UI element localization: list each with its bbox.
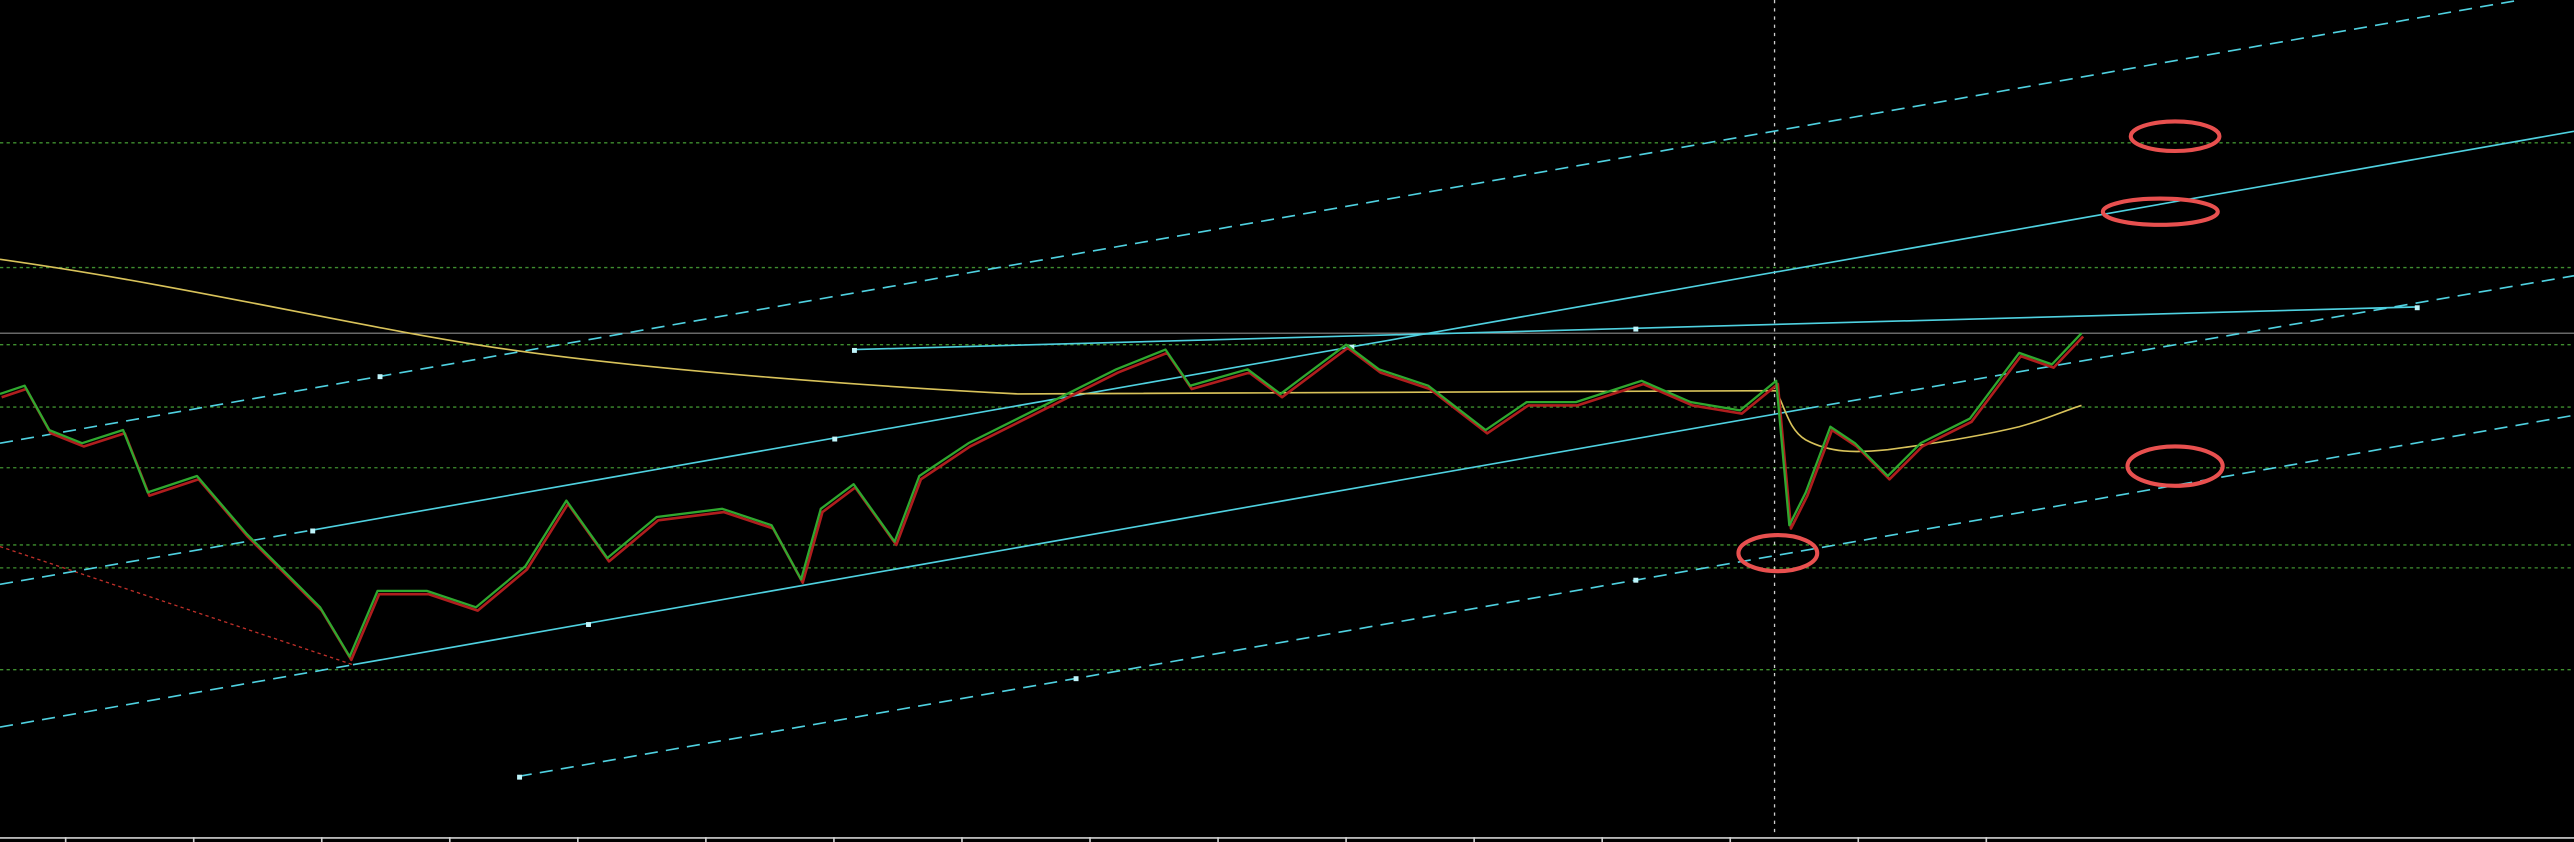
channel-lower-extension bbox=[0, 663, 354, 728]
anchor-point bbox=[2414, 305, 2420, 311]
highlight-ellipses bbox=[1736, 119, 2225, 574]
channel-lower bbox=[352, 407, 1806, 666]
anchor-point bbox=[1633, 577, 1639, 583]
anchor-point bbox=[1073, 676, 1079, 682]
anchor-point bbox=[517, 774, 523, 780]
price-candles-up bbox=[0, 332, 2083, 658]
level-lines bbox=[0, 142, 2574, 671]
anchor-point bbox=[377, 374, 383, 380]
anchor-points bbox=[310, 305, 2420, 780]
anchor-point bbox=[1633, 326, 1639, 332]
moving-average bbox=[0, 258, 2082, 453]
highlight-ellipse bbox=[2128, 119, 2222, 154]
anchor-point bbox=[832, 436, 838, 442]
channel-upper-extension bbox=[0, 529, 313, 586]
channel-lower-dashed bbox=[1805, 274, 2574, 410]
anchor-point bbox=[851, 347, 857, 353]
channel-bottom-dashed bbox=[518, 414, 2574, 778]
highlight-ellipse bbox=[2100, 196, 2220, 227]
channel-upper bbox=[311, 130, 2574, 531]
price-candles-down bbox=[1, 335, 2085, 662]
anchor-point bbox=[586, 622, 591, 627]
red-trendline bbox=[0, 545, 354, 666]
highlight-ellipse bbox=[2125, 444, 2225, 488]
time-axis-ticks bbox=[64, 837, 1988, 842]
anchor-point bbox=[310, 528, 316, 534]
highlight-ellipse bbox=[1736, 533, 1820, 574]
anchor-point bbox=[1349, 344, 1355, 350]
